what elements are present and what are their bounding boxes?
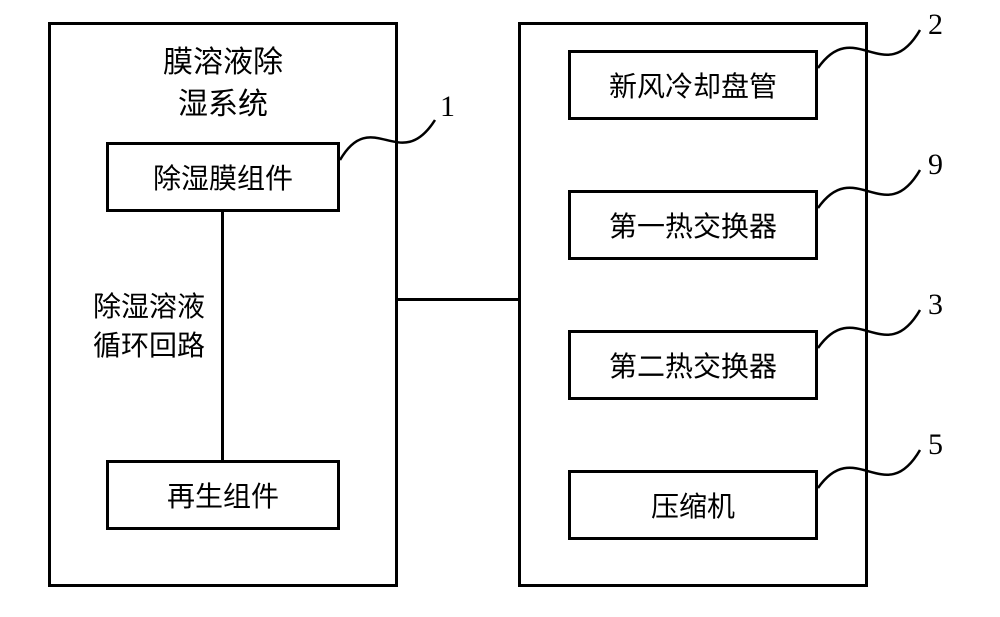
ref-num-5: 5 — [928, 428, 943, 462]
leader-line-5 — [0, 0, 1000, 617]
